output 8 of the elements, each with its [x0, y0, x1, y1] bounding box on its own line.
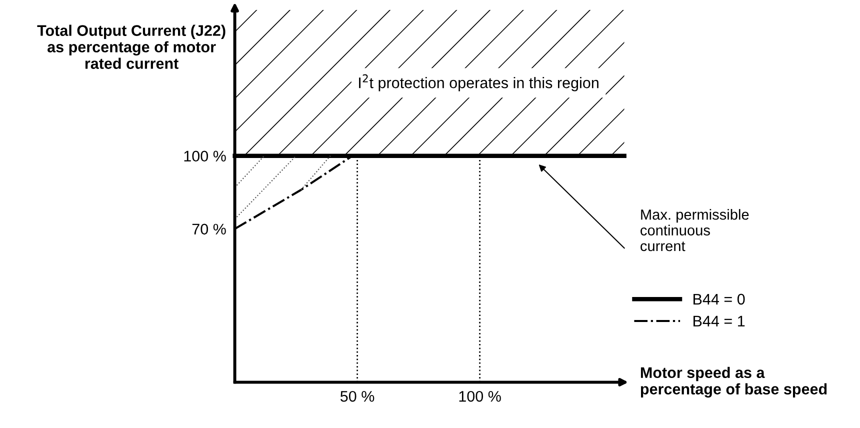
- x-axis-title: Motor speed as a percentage of base speed: [640, 366, 827, 398]
- band-label: I$^{2}$t protection operates in this region: [359, 74, 598, 92]
- x-tick-label: 50 %: [340, 390, 374, 402]
- legend-label: B44 = 1: [694, 316, 745, 326]
- legend-label: B44 = 0: [694, 294, 745, 305]
- text: Max. permissible continuous current: [640, 209, 749, 252]
- y-axis-title: Total Output Current (J22) as percentage of motor rated current: [37, 24, 226, 69]
- y-tick-label: 70 %: [192, 224, 226, 235]
